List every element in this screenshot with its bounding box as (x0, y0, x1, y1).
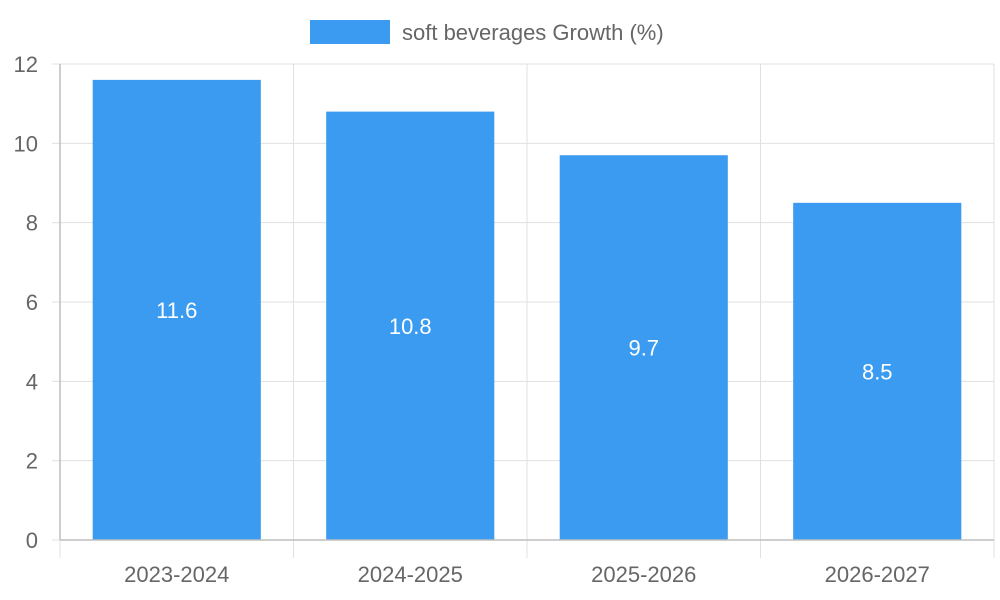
y-tick-label: 6 (26, 290, 38, 315)
x-tick-label: 2023-2024 (124, 562, 229, 587)
labels-layer: 0 2 4 6 8 10 12 11.6 2023-2024 10.8 2024-2025 9.7 20… (14, 52, 930, 587)
x-tick-label: 2026-2027 (825, 562, 930, 587)
bar (92, 79, 261, 540)
data-label: 11.6 (156, 298, 197, 323)
y-tick-label: 2 (26, 449, 38, 474)
axes-layer (59, 64, 994, 541)
legend: soft beverages Growth (%) (310, 20, 664, 45)
legend-label: soft beverages Growth (%) (402, 20, 664, 45)
data-label: 8.5 (862, 359, 893, 384)
y-tick-label: 0 (26, 528, 38, 553)
y-tick-label: 12 (14, 52, 38, 77)
y-tick-label: 4 (26, 369, 38, 394)
bars-layer (92, 79, 962, 541)
y-tick-label: 10 (14, 131, 38, 156)
y-tick-label: 8 (26, 211, 38, 236)
bar (793, 202, 962, 541)
x-tick-label: 2024-2025 (358, 562, 463, 587)
data-label: 10.8 (389, 314, 432, 339)
bar (326, 111, 495, 540)
bar (559, 155, 728, 540)
data-label: 9.7 (628, 336, 659, 361)
x-tick-label: 2025-2026 (591, 562, 696, 587)
legend-swatch (310, 20, 390, 44)
